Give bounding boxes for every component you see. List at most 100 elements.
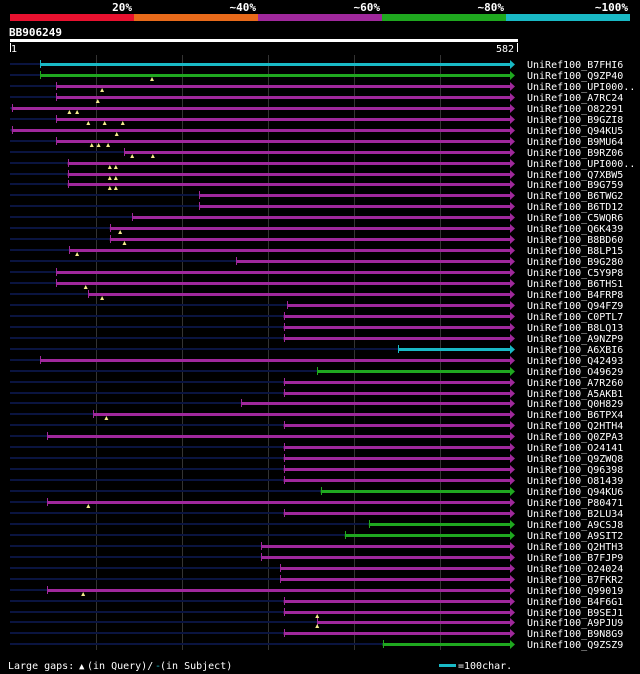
hit-end-arrow	[510, 268, 515, 277]
hit-name: UniRef100_C5Y9P8	[527, 268, 623, 279]
hit-name: UniRef100_B4F6G1	[527, 597, 623, 608]
insertion-marker	[107, 176, 112, 180]
hit-row: UniRef100_B9MU64	[10, 137, 623, 148]
hit-end-arrow	[510, 246, 515, 255]
hit-row: UniRef100_A9NZP9	[10, 334, 623, 345]
hit-bar	[132, 216, 510, 219]
hit-bar	[109, 238, 510, 241]
hit-subject-overhang	[10, 589, 48, 591]
hit-row: UniRef100_Q2HTH4	[10, 421, 623, 432]
hit-subject-overhang	[10, 435, 48, 437]
hit-subject-overhang	[10, 151, 125, 153]
hit-bar	[283, 424, 510, 427]
hit-end-arrow	[510, 432, 515, 441]
legend-band-label: ~40%	[230, 1, 257, 14]
hit-subject-overhang	[10, 523, 369, 525]
hit-name: UniRef100_A6XBI6	[527, 345, 623, 356]
hit-end-arrow	[510, 170, 515, 179]
hit-subject-overhang	[10, 315, 284, 317]
hit-row: UniRef100_UPI000..	[10, 159, 635, 170]
gaps-query-label: (in Query)/	[87, 661, 153, 672]
hit-bar	[283, 326, 510, 329]
hit-subject-overhang	[10, 238, 110, 240]
insertion-marker	[114, 132, 119, 136]
hit-name: UniRef100_Q9ZP40	[527, 71, 623, 82]
hit-name: UniRef100_Q94FZ9	[527, 301, 623, 312]
hit-name: UniRef100_Q94KU5	[527, 126, 623, 137]
insertion-marker	[130, 154, 135, 158]
hit-subject-overhang	[10, 194, 200, 196]
footer-legend: Large gaps: ▲ (in Query)/ - (in Subject)…	[8, 661, 512, 672]
insertion-marker	[113, 176, 118, 180]
hit-end-arrow	[510, 137, 515, 146]
hit-name: UniRef100_B8LP15	[527, 246, 623, 257]
hit-bar	[88, 293, 510, 296]
hit-bar	[124, 151, 511, 154]
hit-end-arrow	[510, 213, 515, 222]
hit-subject-overhang	[10, 402, 242, 404]
hit-row: UniRef100_P80471	[10, 498, 623, 509]
hit-row: UniRef100_A7R260	[10, 378, 623, 389]
hit-end-arrow	[510, 487, 515, 496]
hit-row: UniRef100_Q9ZP40	[10, 71, 623, 82]
hit-name: UniRef100_B7FHI6	[527, 60, 623, 71]
gaps-prefix: Large gaps:	[8, 661, 74, 672]
insertion-marker	[315, 614, 320, 618]
hit-name: UniRef100_Q2HTH3	[527, 542, 623, 553]
legend-band-label: ~100%	[595, 1, 628, 14]
hit-name: UniRef100_O82291	[527, 104, 623, 115]
hit-bar	[47, 589, 511, 592]
hit-subject-overhang	[10, 501, 48, 503]
hit-bar	[382, 643, 510, 646]
identity-color-legend: 20% ~40% ~60% ~80% ~100%	[10, 1, 630, 21]
hit-row: UniRef100_O24024	[10, 564, 623, 575]
hit-name: UniRef100_B9G759	[527, 180, 623, 191]
hit-row: UniRef100_A5AKB1	[10, 389, 623, 400]
hit-end-arrow	[510, 640, 515, 649]
hit-subject-overhang	[10, 227, 110, 229]
hit-bar	[283, 600, 510, 603]
insertion-marker	[107, 165, 112, 169]
hit-end-arrow	[510, 71, 515, 80]
hit-row: UniRef100_B2LU34	[10, 509, 623, 520]
hit-bar	[283, 632, 510, 635]
insertion-marker	[67, 110, 72, 114]
hit-name: UniRef100_C5WQR6	[527, 213, 623, 224]
hit-subject-overhang	[10, 468, 284, 470]
hit-end-arrow	[510, 465, 515, 474]
hit-subject-overhang	[10, 183, 68, 185]
hit-row: UniRef100_O49629	[10, 367, 623, 378]
gaps-subject-marker: -	[155, 661, 161, 672]
legend-band-label: ~80%	[478, 1, 505, 14]
hit-bar	[56, 85, 511, 88]
hit-subject-overhang	[10, 337, 284, 339]
insertion-marker	[86, 121, 91, 125]
insertion-marker	[100, 296, 105, 300]
hit-subject-overhang	[10, 446, 284, 448]
insertion-marker	[95, 99, 100, 103]
hit-bar	[283, 337, 510, 340]
hit-end-arrow	[510, 235, 515, 244]
ruler-end-label: 582	[496, 44, 514, 55]
hit-name: UniRef100_B9MU64	[527, 137, 623, 148]
hit-subject-overhang	[10, 282, 57, 284]
hit-name: UniRef100_Q2HTH4	[527, 421, 623, 432]
hit-bar	[368, 523, 510, 526]
hit-name: UniRef100_B6TD12	[527, 202, 623, 213]
query-ruler: 1 582	[10, 39, 518, 55]
hit-name: UniRef100_Q94KU6	[527, 487, 623, 498]
hit-end-arrow	[510, 224, 515, 233]
hit-row: UniRef100_B9GZI8	[10, 115, 623, 126]
hit-end-arrow	[510, 312, 515, 321]
hit-subject-overhang	[10, 392, 284, 394]
hit-name: UniRef100_O49629	[527, 367, 623, 378]
hit-end-arrow	[510, 399, 515, 408]
hit-subject-overhang	[10, 348, 399, 350]
hit-name: UniRef100_B6TPX4	[527, 410, 623, 421]
hit-subject-overhang	[10, 63, 41, 65]
hit-bar	[67, 183, 510, 186]
hit-end-arrow	[510, 531, 515, 540]
hit-end-arrow	[510, 301, 515, 310]
insertion-marker	[86, 504, 91, 508]
scale-bar	[439, 664, 456, 667]
